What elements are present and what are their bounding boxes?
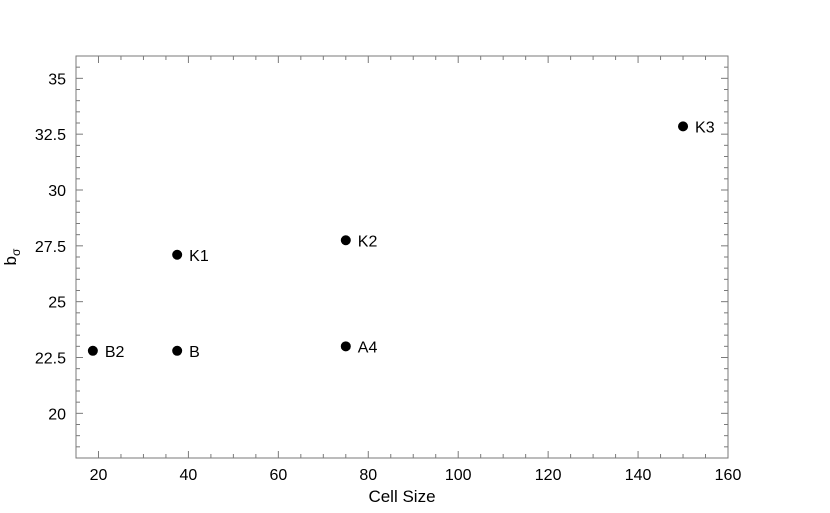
x-tick-label: 60 <box>269 467 287 484</box>
x-tick-label: 80 <box>359 467 377 484</box>
x-tick-label: 140 <box>625 467 652 484</box>
y-tick-label: 27.5 <box>35 239 66 256</box>
data-point-a4 <box>340 341 351 352</box>
data-point-b <box>172 345 183 356</box>
point-label-k2: K2 <box>358 233 378 250</box>
data-points: B2 B K1 K2 A4 K3 <box>87 119 715 361</box>
x-tick-label: 120 <box>535 467 562 484</box>
y-tick-label: 30 <box>48 183 66 200</box>
y-axis-label-sub: σ <box>9 248 23 256</box>
data-point-k3 <box>678 121 689 132</box>
x-tick-label: 100 <box>445 467 472 484</box>
point-label-a4: A4 <box>358 339 378 356</box>
y-tick-label: 20 <box>48 406 66 423</box>
point-label-k3: K3 <box>695 119 715 136</box>
x-axis: 20 40 60 80 100 120 140 160 <box>75 56 742 484</box>
y-tick-label: 22.5 <box>35 351 66 368</box>
x-axis-label: Cell Size <box>368 487 435 506</box>
data-point-k1 <box>172 249 183 260</box>
point-label-k1: K1 <box>189 248 209 265</box>
data-point-b2 <box>87 345 98 356</box>
point-label-b: B <box>189 344 200 361</box>
x-tick-label: 20 <box>90 467 108 484</box>
y-tick-label: 35 <box>48 71 66 88</box>
data-point-k2 <box>340 235 351 246</box>
y-axis: 20 22.5 25 27.5 30 32.5 35 <box>35 55 728 459</box>
y-tick-label: 32.5 <box>35 127 66 144</box>
x-tick-label: 40 <box>180 467 198 484</box>
y-axis-label: bσ <box>1 248 23 265</box>
y-tick-label: 25 <box>48 295 66 312</box>
x-tick-label: 160 <box>715 467 742 484</box>
y-axis-label-main: b <box>1 256 20 265</box>
point-label-b2: B2 <box>105 344 125 361</box>
